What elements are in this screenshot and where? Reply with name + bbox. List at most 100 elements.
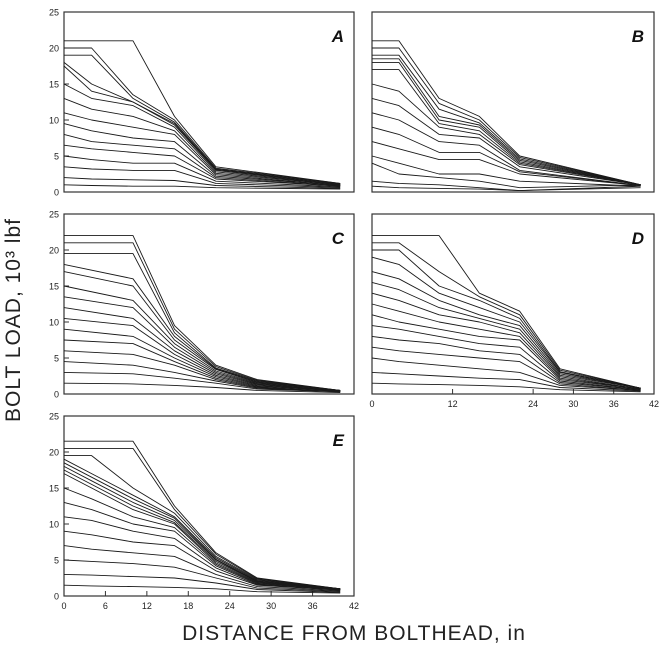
y-tick-label: 0 [54, 592, 59, 602]
panel-letter-c: C [332, 229, 345, 248]
series-line-b-8 [371, 97, 641, 186]
x-axis-title-text: DISTANCE FROM BOLTHEAD, in [182, 622, 526, 645]
series-line-a-15 [63, 184, 341, 190]
series-line-c-15 [63, 382, 341, 394]
panel-letter-a: A [331, 27, 344, 46]
series-line-d-5 [371, 271, 641, 389]
x-tick-label: 12 [448, 399, 458, 409]
series-line-d-4 [371, 256, 641, 389]
series-line-c-14 [63, 371, 341, 393]
y-tick-label: 10 [49, 318, 59, 328]
series-line-e-7 [63, 469, 341, 590]
y-tick-label: 20 [49, 44, 59, 54]
series-line-b-11 [371, 141, 641, 186]
y-tick-label: 15 [49, 80, 59, 90]
series-line-c-12 [63, 350, 341, 393]
x-tick-label: 6 [103, 601, 108, 611]
series-line-d-3 [372, 249, 641, 389]
series-line-d-12 [371, 346, 641, 391]
series-line-a-11 [63, 144, 341, 187]
series-line-c-3 [64, 253, 341, 391]
series-line-a-7 [63, 97, 341, 186]
series-line-a-3 [64, 54, 341, 185]
y-tick-label: 10 [49, 520, 59, 530]
x-tick-label: 18 [183, 601, 193, 611]
series-line-b-9 [371, 112, 641, 186]
series-line-a-12 [63, 155, 341, 188]
y-tick-label: 20 [49, 448, 59, 458]
x-tick-label: 36 [609, 399, 619, 409]
panel-c-frame [63, 213, 355, 395]
x-tick-label: 36 [308, 601, 318, 611]
series-line-b-1 [372, 40, 641, 186]
series-line-a-6 [63, 83, 341, 186]
series-line-b-15 [371, 185, 641, 192]
series-line-b-5 [372, 61, 641, 186]
series-line-b-10 [371, 126, 641, 186]
panel-e: 0 5 10 15 20 25 0 6 12 18 24 30 36 42 E [49, 412, 359, 612]
series-line-e-3 [64, 455, 341, 590]
panel-b-frame [371, 11, 655, 193]
panel-b: B [371, 11, 655, 193]
panel-a-frame [63, 11, 355, 193]
y-tick-label: 25 [49, 210, 59, 220]
x-tick-label: 30 [266, 601, 276, 611]
series-line-e-8 [63, 473, 341, 590]
y-axis-title: BOLT LOAD, 10³ lbf [2, 0, 26, 654]
series-line-d-8 [371, 303, 641, 390]
series-line-b-12 [371, 155, 641, 187]
x-tick-label: 0 [369, 399, 374, 409]
x-axis-title: DISTANCE FROM BOLTHEAD, in [0, 622, 668, 646]
y-tick-label: 20 [49, 246, 59, 256]
series-line-c-9 [63, 317, 341, 392]
y-tick-label: 10 [49, 116, 59, 126]
series-line-b-3 [372, 54, 641, 186]
series-line-e-9 [63, 487, 341, 590]
x-tick-label: 24 [225, 601, 235, 611]
series-line-d-9 [371, 314, 641, 390]
panel-d-frame [371, 213, 655, 395]
panel-c: 0 5 10 15 20 25 C [49, 210, 355, 400]
y-axis-title-text: BOLT LOAD, 10³ lbf [2, 218, 25, 422]
series-line-e-4 [63, 458, 341, 590]
x-tick-label: 12 [142, 601, 152, 611]
x-tick-label: 24 [528, 399, 538, 409]
series-line-c-6 [63, 285, 341, 392]
series-line-b-4 [372, 58, 641, 186]
series-line-e-14 [63, 559, 341, 593]
panel-letter-d: D [632, 229, 644, 248]
y-tick-label: 15 [49, 282, 59, 292]
x-tick-label: 30 [568, 399, 578, 409]
series-line-c-10 [63, 328, 341, 392]
series-line-c-13 [63, 361, 341, 393]
series-line-a-9 [63, 123, 341, 186]
series-line-e-2 [64, 447, 341, 590]
series-line-b-2 [372, 47, 641, 186]
x-tick-label: 42 [349, 601, 359, 611]
series-line-a-1 [64, 40, 341, 184]
y-tick-label: 0 [54, 390, 59, 400]
y-tick-label: 5 [54, 556, 59, 566]
y-tick-label: 15 [49, 484, 59, 494]
series-line-d-6 [371, 281, 641, 389]
series-line-b-7 [371, 83, 641, 186]
series-line-e-12 [63, 530, 341, 591]
x-tick-label: 42 [649, 399, 659, 409]
series-line-e-5 [63, 462, 341, 590]
series-line-d-14 [371, 371, 641, 392]
series-line-d-11 [371, 335, 641, 391]
series-line-e-15 [63, 573, 341, 593]
series-line-c-1 [64, 235, 341, 391]
series-line-a-5 [63, 65, 341, 186]
series-line-e-16 [63, 584, 341, 594]
panel-a: 0 5 10 15 20 25 A [49, 8, 355, 198]
series-line-c-4 [63, 263, 341, 391]
series-line-a-8 [63, 112, 341, 186]
series-line-c-2 [64, 242, 341, 391]
series-line-d-2 [372, 242, 641, 389]
series-line-b-6 [372, 69, 641, 186]
y-tick-label: 25 [49, 8, 59, 18]
series-line-e-10 [63, 501, 341, 590]
series-line-b-13 [371, 162, 641, 189]
y-tick-label: 0 [54, 188, 59, 198]
